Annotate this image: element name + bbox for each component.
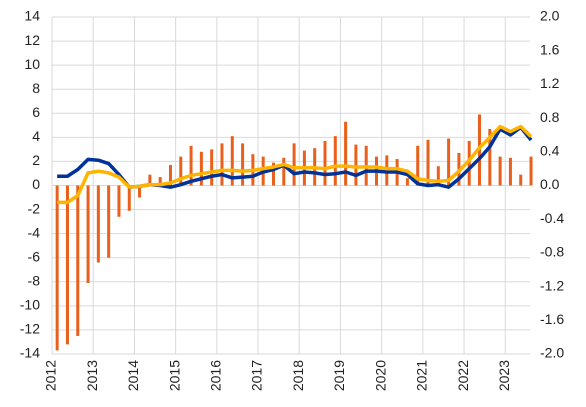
bar (148, 174, 152, 186)
bar (189, 145, 193, 186)
y2-tick-label: 1.2 (540, 75, 560, 91)
y-tick-label: -4 (28, 224, 41, 240)
bar (138, 185, 142, 198)
y2-tick-label: -1.6 (540, 311, 564, 327)
bar (168, 165, 172, 186)
y2-tick-label: -0.4 (540, 210, 564, 226)
x-tick-label: 2020 (372, 360, 388, 391)
y2-tick-label: 1.6 (540, 41, 560, 57)
x-tick-label: 2013 (84, 360, 100, 391)
bar (519, 174, 523, 186)
y-tick-label: 14 (24, 8, 40, 24)
y-tick-label: 12 (24, 32, 40, 48)
bar (230, 136, 234, 186)
bar (405, 178, 409, 186)
x-tick-label: 2022 (455, 360, 471, 391)
y2-tick-label: 0.8 (540, 109, 560, 125)
bar (529, 156, 533, 186)
bar (271, 162, 275, 186)
y-tick-label: 4 (32, 128, 40, 144)
x-tick-label: 2021 (414, 360, 430, 391)
bar (199, 151, 203, 186)
y-tick-label: -8 (28, 272, 41, 288)
y2-tick-label: -0.8 (540, 244, 564, 260)
bar (107, 185, 111, 258)
y2-tick-label: 2.0 (540, 8, 560, 24)
y2-tick-label: 0.0 (540, 176, 560, 192)
line (57, 124, 533, 205)
y-tick-label: -10 (20, 297, 40, 313)
y-tick-label: -12 (20, 321, 40, 337)
bar (127, 185, 131, 211)
x-tick-label: 2012 (43, 360, 59, 391)
bar (96, 185, 100, 263)
x-tick-label: 2019 (331, 360, 347, 391)
bar (344, 121, 348, 186)
bar (220, 143, 224, 186)
x-tick-label: 2023 (496, 360, 512, 391)
bar (65, 185, 69, 345)
bar (467, 140, 471, 186)
bar (55, 185, 59, 351)
y-tick-label: 6 (32, 104, 40, 120)
bar (86, 185, 90, 283)
bar (282, 157, 286, 186)
bar (292, 143, 296, 186)
bar (498, 156, 502, 186)
y-tick-label: -14 (20, 345, 40, 361)
bar (210, 149, 214, 186)
y-tick-label: 0 (32, 176, 40, 192)
y-tick-label: -6 (28, 248, 41, 264)
bar (158, 177, 162, 186)
x-tick-label: 2016 (208, 360, 224, 391)
y2-tick-label: 0.4 (540, 143, 560, 159)
x-tick-label: 2015 (166, 360, 182, 391)
bar (354, 144, 358, 186)
bar (333, 136, 337, 186)
bar (179, 156, 183, 186)
bar (76, 185, 80, 336)
bar (426, 139, 430, 186)
bar (241, 143, 245, 186)
y2-tick-label: -1.2 (540, 277, 564, 293)
y2-tick-label: -2.0 (540, 345, 564, 361)
x-tick-label: 2014 (125, 360, 141, 391)
y-tick-label: 8 (32, 80, 40, 96)
bar (488, 128, 492, 186)
x-tick-label: 2017 (249, 360, 265, 391)
x-tick-label: 2018 (290, 360, 306, 391)
y-tick-label: -2 (28, 200, 41, 216)
bar (416, 145, 420, 186)
y-tick-label: 2 (32, 152, 40, 168)
bar (508, 157, 512, 186)
bar (436, 166, 440, 186)
bar (117, 185, 121, 217)
y-tick-label: 10 (24, 56, 40, 72)
bar (447, 138, 451, 186)
bar (323, 140, 327, 186)
